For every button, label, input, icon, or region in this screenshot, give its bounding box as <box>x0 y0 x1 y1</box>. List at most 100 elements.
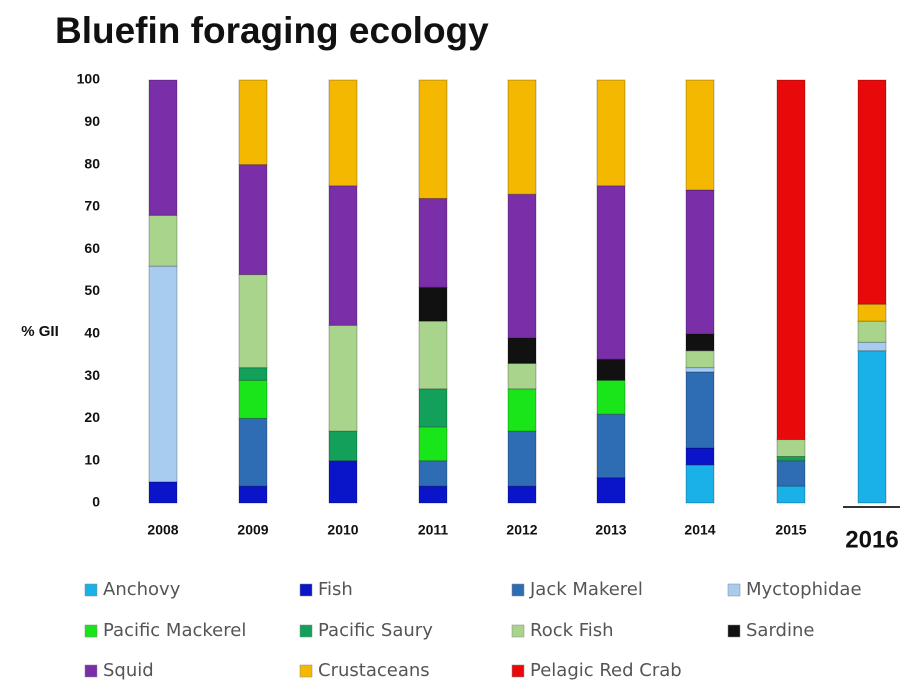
bar-segment <box>507 388 537 432</box>
bar-segment <box>238 367 268 381</box>
chart-title: Bluefin foraging ecology <box>55 10 489 51</box>
bar-segment <box>328 79 358 187</box>
bar-segment <box>857 320 887 343</box>
legend-label: Anchovy <box>103 579 181 600</box>
x-tick-label: 2009 <box>237 522 268 538</box>
bar-segment <box>507 79 537 195</box>
x-tick-label: 2010 <box>327 522 358 538</box>
bar-segment <box>685 447 715 466</box>
bar-segment <box>328 430 358 462</box>
bar-segment <box>238 164 268 276</box>
x-tick-label: 2008 <box>147 522 178 538</box>
legend-label: Myctophidae <box>746 579 862 600</box>
bar-segment <box>857 341 887 352</box>
bar-segment <box>418 426 448 462</box>
bar-segment <box>596 413 626 479</box>
y-tick-label: 60 <box>84 240 100 256</box>
legend-swatch <box>727 624 741 638</box>
bar-segment <box>857 303 887 322</box>
x-tick-label: 2011 <box>418 522 449 538</box>
y-tick-label: 30 <box>84 367 100 383</box>
bar-segment <box>507 362 537 390</box>
bar-segment <box>148 79 178 216</box>
legend-label: Sardine <box>746 620 814 641</box>
bar-segment <box>238 79 268 166</box>
y-tick-label: 0 <box>92 494 100 510</box>
bar-segment <box>776 79 806 441</box>
legend-label: Pacific Mackerel <box>103 620 246 641</box>
y-tick-label: 90 <box>84 113 100 129</box>
legend-swatch <box>84 583 98 597</box>
bar-segment <box>328 460 358 504</box>
x-tick-label: 2016 <box>845 526 898 553</box>
legend-swatch <box>511 583 525 597</box>
legend-swatch <box>511 624 525 638</box>
y-axis-title: % GII <box>21 323 59 340</box>
bar-segment <box>685 189 715 335</box>
bar-segment <box>148 214 178 267</box>
legend-swatch <box>299 664 313 678</box>
bar-segment <box>685 79 715 191</box>
legend-swatch <box>727 583 741 597</box>
bar-segment <box>596 477 626 504</box>
y-tick-label: 20 <box>84 409 100 425</box>
x-tick-label: 2014 <box>684 522 715 538</box>
y-tick-label: 50 <box>84 282 100 298</box>
bar-segment <box>328 185 358 326</box>
legend-swatch <box>299 583 313 597</box>
bar-segment <box>238 485 268 504</box>
y-tick-label: 100 <box>77 71 101 87</box>
bar-segment <box>596 358 626 381</box>
bar-segment <box>685 367 715 373</box>
x-tick-label: 2015 <box>775 522 806 538</box>
bar-segment <box>596 185 626 360</box>
bar-segment <box>418 197 448 288</box>
bar-segment <box>685 333 715 352</box>
bar-segment <box>418 320 448 390</box>
bar-segment <box>418 79 448 199</box>
legend-label: Crustaceans <box>318 660 430 681</box>
bar-segment <box>507 430 537 487</box>
bar-segment <box>776 439 806 457</box>
bar-segment <box>507 337 537 364</box>
bar-segment <box>776 460 806 487</box>
y-tick-label: 70 <box>84 198 100 214</box>
y-tick-label: 80 <box>84 155 100 171</box>
bar-segment <box>776 455 806 462</box>
bar-segment <box>776 485 806 504</box>
bar-segment <box>685 371 715 449</box>
bar-segment <box>507 485 537 504</box>
bar-segment <box>148 481 178 504</box>
bar-segment <box>238 379 268 419</box>
bar-segment <box>685 350 715 369</box>
bar-segment <box>238 274 268 369</box>
bar-segment <box>418 460 448 487</box>
bar-segment <box>685 464 715 504</box>
legend-swatch <box>84 624 98 638</box>
legend-swatch <box>299 624 313 638</box>
bar-segment <box>148 265 178 483</box>
bar-segment <box>596 379 626 415</box>
y-tick-label: 40 <box>84 325 100 341</box>
legend-label: Jack Makerel <box>529 579 643 600</box>
bar-segment <box>596 79 626 187</box>
bar-segment <box>418 286 448 322</box>
x-tick-label: 2013 <box>595 522 626 538</box>
bar-segment <box>328 324 358 432</box>
bar-segment <box>507 193 537 339</box>
legend-label: Pelagic Red Crab <box>530 660 682 681</box>
bar-segment <box>238 417 268 487</box>
legend-label: Squid <box>103 660 154 681</box>
bar-segment <box>857 350 887 504</box>
legend-swatch <box>511 664 525 678</box>
bar-segment <box>857 79 887 305</box>
bar-segment <box>418 388 448 428</box>
legend-swatch <box>84 664 98 678</box>
bar-segment <box>418 485 448 504</box>
legend-label: Rock Fish <box>530 620 614 641</box>
legend-label: Pacific Saury <box>318 620 433 641</box>
x-tick-label: 2012 <box>506 522 537 538</box>
legend-label: Fish <box>318 579 353 600</box>
y-tick-label: 10 <box>84 451 100 467</box>
